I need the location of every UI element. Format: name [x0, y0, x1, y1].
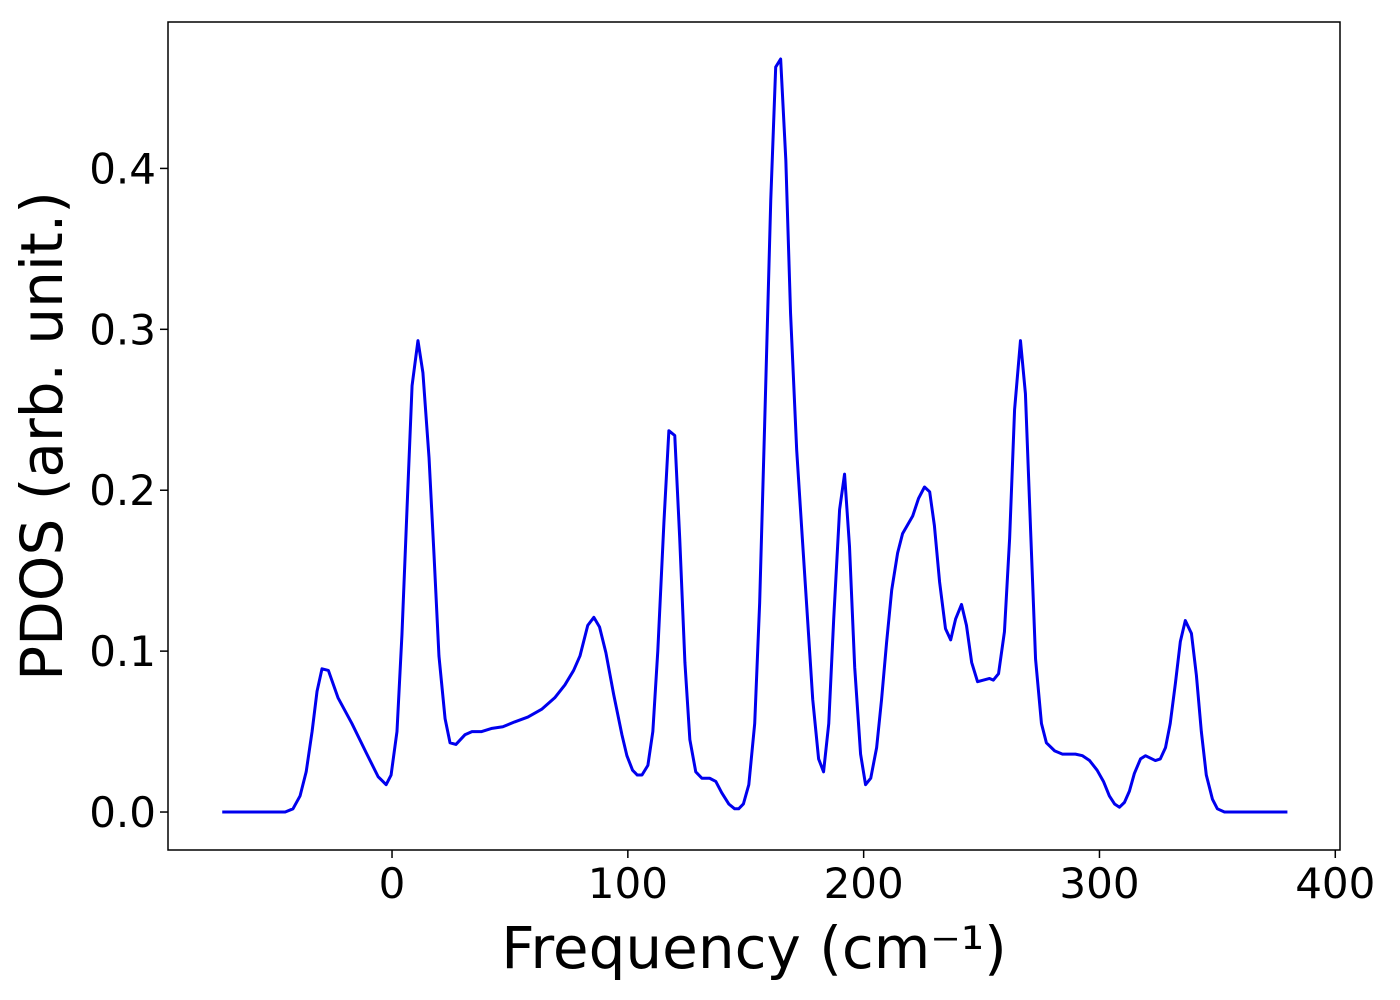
y-axis-label: PDOS (arb. unit.) — [8, 191, 76, 681]
x-axis-label: Frequency (cm⁻¹) — [501, 914, 1007, 982]
x-tick-label: 300 — [1059, 859, 1139, 908]
x-tick-label: 0 — [379, 859, 406, 908]
y-tick-label: 0.4 — [89, 144, 156, 193]
y-tick-label: 0.1 — [89, 627, 156, 676]
y-tick-label: 0.0 — [89, 788, 156, 837]
y-tick-label: 0.2 — [89, 466, 156, 515]
x-tick-label: 400 — [1295, 859, 1375, 908]
x-tick-label: 100 — [588, 859, 668, 908]
x-tick-label: 200 — [824, 859, 904, 908]
y-tick-label: 0.3 — [89, 305, 156, 354]
data-line — [222, 57, 1288, 814]
plot-frame — [167, 21, 1341, 851]
